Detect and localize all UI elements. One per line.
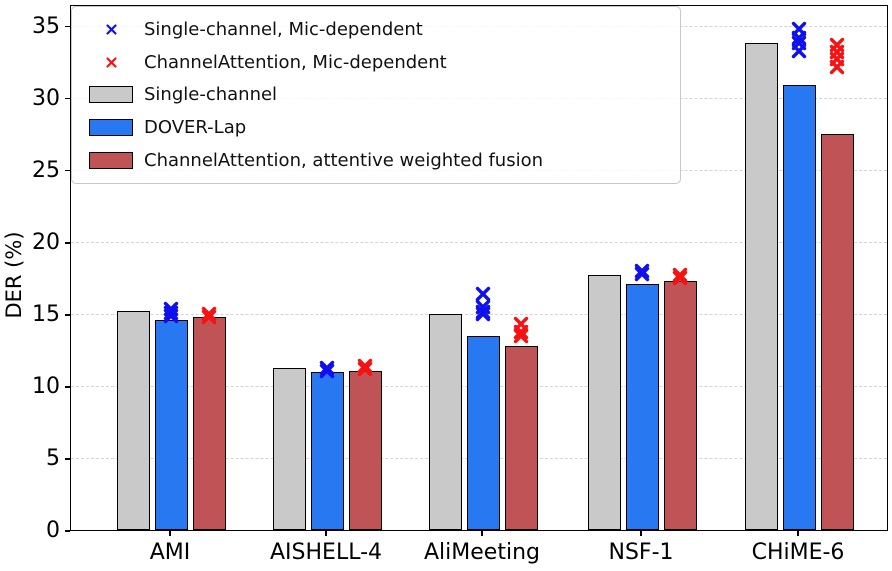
- legend-color-patch-icon: [78, 119, 144, 137]
- y-tick-mark: [65, 386, 70, 388]
- bar-CHiME-6-dover-lap: [782, 85, 816, 531]
- y-tick-label-30: 30: [32, 85, 60, 111]
- legend-label: Single-channel, Mic-dependent: [144, 18, 423, 40]
- scatter-x-marker: [634, 263, 650, 283]
- bar-AISHELL-4-single-channel: [272, 367, 306, 531]
- scatter-x-marker: [201, 309, 217, 329]
- bar-AliMeeting-channelattention: [504, 346, 538, 531]
- scatter-x-marker: [163, 308, 179, 328]
- scatter-x-marker: [319, 363, 335, 383]
- legend-row: DOVER-Lap: [78, 112, 670, 144]
- legend-label: ChannelAttention, Mic-dependent: [144, 51, 447, 73]
- y-tick-label-10: 10: [32, 373, 60, 399]
- bar-AMI-dover-lap: [154, 320, 188, 531]
- y-tick-label-25: 25: [32, 157, 60, 183]
- scatter-x-marker: [163, 305, 179, 325]
- legend-label: DOVER-Lap: [144, 117, 247, 139]
- legend-row: ChannelAttention, Mic-dependent: [78, 46, 670, 78]
- legend-label: ChannelAttention, attentive weighted fus…: [144, 150, 544, 172]
- y-tick-mark: [65, 169, 70, 172]
- scatter-x-marker: [475, 306, 491, 326]
- x-tick-label-AliMeeting: AliMeeting: [424, 540, 540, 565]
- scatter-x-marker: [319, 360, 335, 380]
- scatter-x-marker: [357, 358, 373, 378]
- scatter-x-marker: [357, 361, 373, 381]
- legend-color-patch-icon: [78, 86, 144, 104]
- bar-AISHELL-4-channelattention: [348, 370, 382, 531]
- y-tick-label-0: 0: [46, 518, 60, 543]
- scatter-x-marker: [513, 328, 529, 348]
- legend-row: ChannelAttention, attentive weighted fus…: [78, 145, 670, 177]
- legend-row: Single-channel: [78, 79, 670, 111]
- y-tick-label-20: 20: [32, 229, 60, 255]
- x-tick-mark: [797, 531, 799, 536]
- y-tick-label-35: 35: [32, 13, 60, 39]
- x-tick-mark: [640, 531, 642, 536]
- bar-AliMeeting-single-channel: [428, 314, 462, 531]
- bar-AISHELL-4-dover-lap: [310, 371, 344, 531]
- scatter-x-marker: [201, 306, 217, 326]
- scatter-x-marker: [513, 324, 529, 344]
- scatter-x-marker: [634, 266, 650, 286]
- gridline-y-20: [71, 242, 887, 244]
- scatter-x-marker: [475, 286, 491, 306]
- legend-x-marker-icon: [78, 23, 144, 36]
- y-tick-mark: [65, 97, 70, 100]
- scatter-x-marker: [791, 43, 807, 63]
- bar-CHiME-6-channelattention: [820, 134, 854, 531]
- y-tick-label-15: 15: [32, 301, 60, 327]
- y-tick-label-5: 5: [46, 445, 60, 471]
- bar-AMI-single-channel: [116, 311, 150, 531]
- bar-NSF-1-channelattention: [663, 281, 697, 531]
- legend: Single-channel, Mic-dependent ChannelAtte…: [71, 6, 681, 184]
- legend-color-patch-icon: [78, 152, 144, 170]
- x-tick-label-CHiME-6: CHiME-6: [751, 540, 845, 565]
- legend-x-marker-icon: [78, 56, 144, 69]
- x-tick-label-AMI: AMI: [149, 540, 191, 565]
- scatter-x-marker: [672, 267, 688, 287]
- x-tick-label-AISHELL-4: AISHELL-4: [269, 540, 383, 565]
- scatter-x-marker: [475, 304, 491, 324]
- scatter-x-marker: [829, 59, 845, 79]
- bar-AMI-channelattention: [192, 317, 226, 531]
- y-tick-mark: [65, 530, 70, 532]
- y-tick-mark: [65, 25, 70, 28]
- bar-NSF-1-single-channel: [587, 275, 621, 531]
- y-tick-mark: [65, 242, 70, 244]
- bar-CHiME-6-single-channel: [744, 43, 778, 531]
- x-tick-mark: [481, 531, 483, 536]
- bar-AliMeeting-dover-lap: [466, 335, 500, 531]
- y-tick-mark: [65, 458, 70, 460]
- x-tick-mark: [325, 531, 327, 536]
- legend-label: Single-channel: [144, 84, 278, 106]
- x-tick-label-NSF-1: NSF-1: [608, 540, 674, 565]
- bar-NSF-1-dover-lap: [625, 284, 659, 531]
- x-tick-mark: [169, 531, 171, 536]
- y-tick-mark: [65, 314, 70, 316]
- scatter-x-marker: [672, 270, 688, 290]
- legend-row: Single-channel, Mic-dependent: [78, 13, 670, 45]
